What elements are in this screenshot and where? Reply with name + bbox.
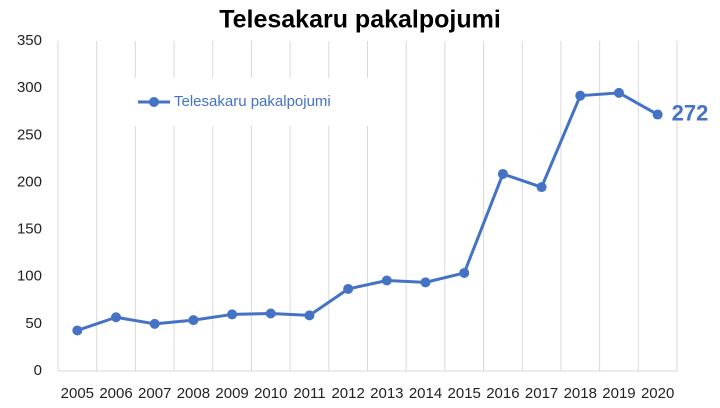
x-tick-label: 2015 [448, 385, 481, 402]
x-tick-label: 2011 [293, 385, 325, 402]
legend-marker [149, 97, 159, 107]
data-line [76, 91, 659, 332]
data-label: 272 [672, 100, 709, 125]
x-tick-label: 2020 [641, 385, 674, 402]
x-tick-label: 2006 [99, 385, 132, 402]
x-tick-label: 2014 [409, 385, 442, 402]
y-tick-label: 350 [17, 32, 42, 49]
data-point [420, 277, 431, 288]
data-point [304, 310, 315, 321]
data-point [227, 309, 238, 320]
y-tick-label: 50 [25, 315, 42, 332]
data-point [652, 109, 663, 120]
data-point [459, 267, 470, 278]
x-tick-label: 2019 [602, 385, 635, 402]
data-point [188, 315, 199, 326]
data-point [536, 182, 547, 193]
x-tick-label: 2017 [525, 385, 558, 402]
y-tick-label: 250 [17, 126, 42, 143]
x-tick-label: 2013 [370, 385, 403, 402]
x-tick-label: 2016 [486, 385, 519, 402]
data-point [72, 325, 83, 336]
x-tick-label: 2010 [254, 385, 287, 402]
y-tick-label: 100 [17, 268, 42, 285]
chart-title: Telesakaru pakalpojumi [219, 6, 501, 34]
x-tick-label: 2018 [564, 385, 597, 402]
x-tick-label: 2007 [138, 385, 171, 402]
legend-box [130, 78, 375, 126]
data-point [613, 87, 624, 98]
x-tick-label: 2012 [331, 385, 364, 402]
x-tick-label: 2005 [61, 385, 94, 402]
data-point [265, 308, 276, 319]
data-point [111, 312, 122, 323]
data-point [343, 283, 354, 294]
y-tick-label: 300 [17, 79, 42, 96]
x-tick-label: 2009 [215, 385, 248, 402]
data-point [575, 90, 586, 101]
y-tick-label: 200 [17, 173, 42, 190]
legend-label: Telesakaru pakalpojumi [174, 93, 331, 110]
y-tick-label: 0 [34, 362, 42, 379]
x-tick-label: 2008 [177, 385, 210, 402]
data-point [381, 275, 392, 286]
data-point [149, 318, 160, 329]
y-tick-label: 150 [17, 221, 42, 238]
data-point [497, 168, 508, 179]
